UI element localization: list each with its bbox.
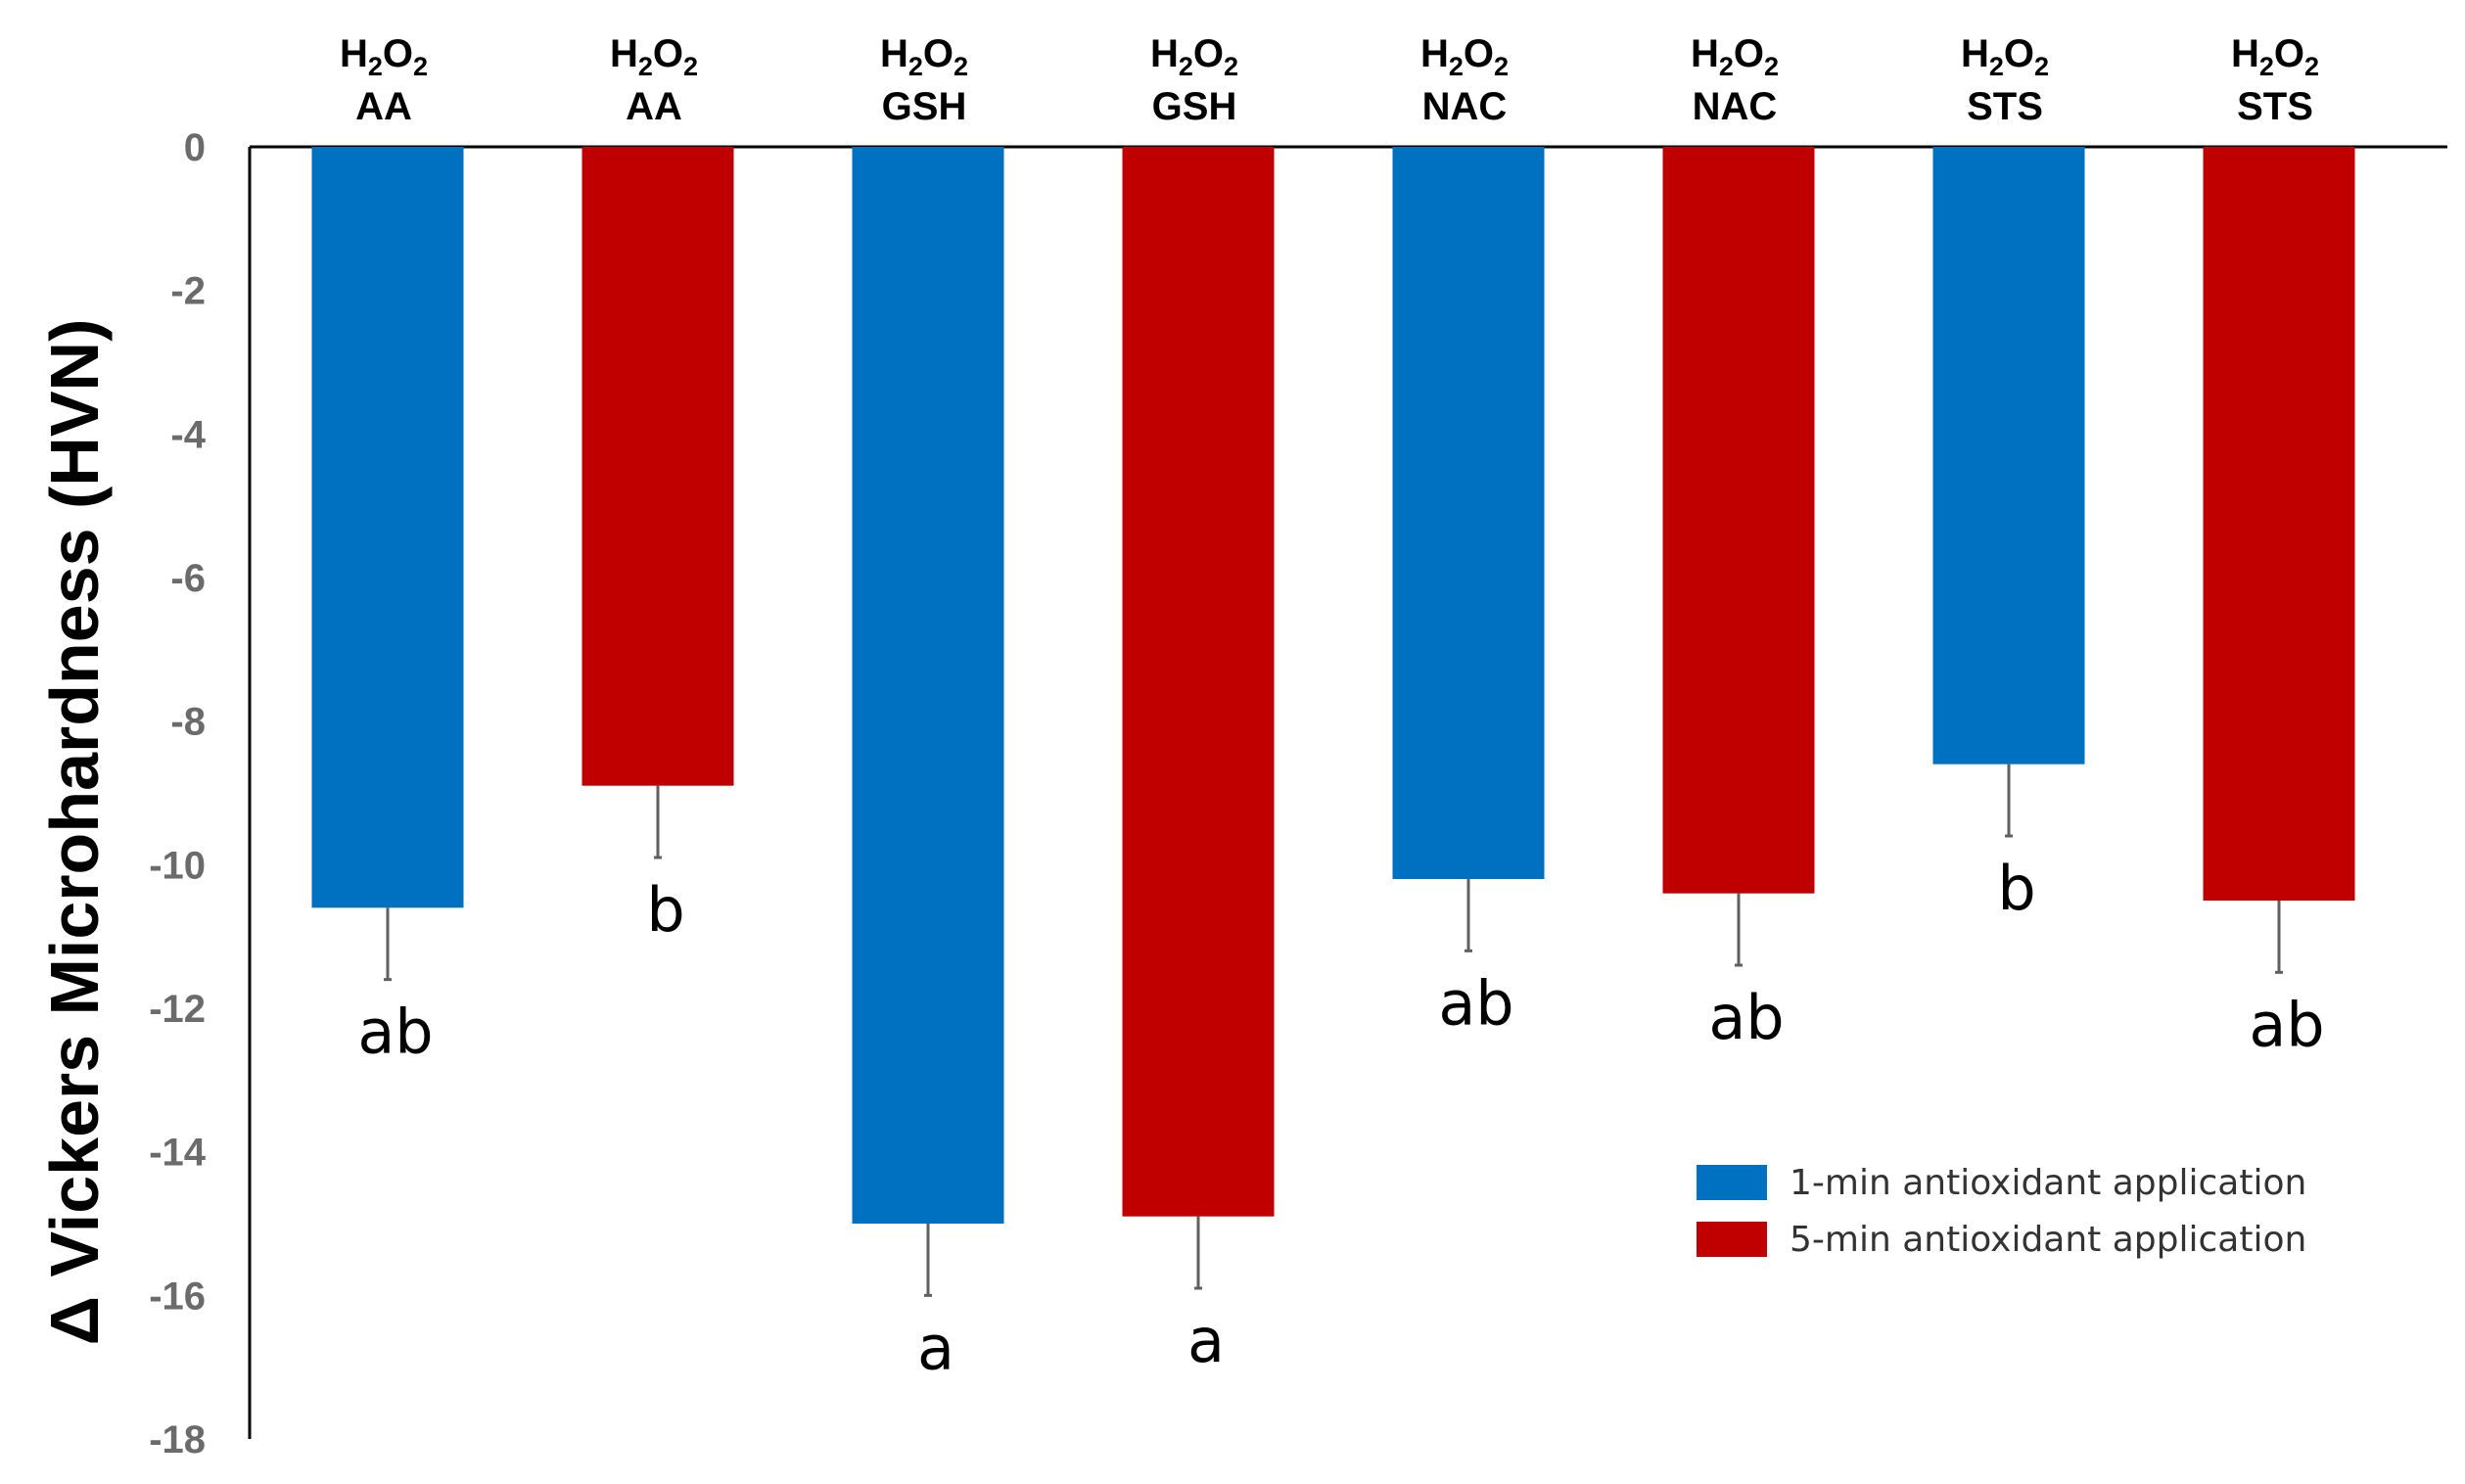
significance-label: b	[646, 874, 684, 946]
legend-label: 5-min antioxidant application	[1790, 1220, 2306, 1260]
significance-label: ab	[2249, 989, 2324, 1060]
y-axis: 0 -2 -4 -6 -8 -10 -12 -14 -16 -18	[149, 126, 2447, 1461]
category-label-top: H2O2	[610, 32, 698, 81]
category-label-top: H2O2	[1691, 32, 1779, 81]
significance-label: b	[1997, 853, 2035, 924]
category-label-bottom: AA	[355, 85, 412, 128]
y-tick-label: -10	[149, 844, 206, 887]
category-label-top: H2O2	[2231, 32, 2319, 81]
y-tick-label: -16	[149, 1275, 206, 1318]
y-tick-label: -6	[170, 557, 206, 600]
bar-gsh-1min	[852, 147, 1004, 1224]
significance-label: a	[917, 1312, 954, 1383]
bar-nac-5min	[1662, 147, 1815, 894]
category-label-top: H2O2	[1150, 32, 1238, 81]
y-tick-label: -2	[170, 270, 206, 313]
category-labels: H2O2AAH2O2AAH2O2GSHH2O2GSHH2O2NACH2O2NAC…	[340, 32, 2319, 128]
bar-gsh-5min	[1122, 147, 1275, 1217]
category-label-bottom: GSH	[1152, 85, 1237, 128]
bar-aa-1min	[311, 147, 464, 908]
category-label-bottom: STS	[1967, 85, 2043, 128]
bar-nac-1min	[1392, 147, 1545, 879]
error-bars	[384, 764, 2283, 1297]
y-tick-label: -8	[170, 701, 206, 744]
bar-sts-1min	[1932, 147, 2085, 765]
category-label-top: H2O2	[1961, 32, 2049, 81]
significance-label: ab	[1438, 967, 1513, 1039]
bar-sts-5min	[2203, 147, 2355, 901]
y-tick-label: 0	[184, 126, 206, 169]
y-tick-label: -14	[149, 1132, 207, 1175]
y-axis-label: Δ Vickers Microhardness (HVN)	[36, 319, 113, 1346]
significance-label: ab	[357, 997, 433, 1068]
bars	[311, 147, 2355, 1224]
category-label-top: H2O2	[1420, 32, 1509, 81]
significance-label: ab	[1708, 982, 1784, 1053]
bar-aa-5min	[581, 147, 734, 786]
legend-swatch	[1697, 1222, 1767, 1257]
significance-label: a	[1187, 1305, 1225, 1376]
category-label-top: H2O2	[880, 32, 968, 81]
y-tick-label: -12	[149, 988, 206, 1031]
y-tick-label: -18	[149, 1418, 206, 1461]
category-label-bottom: AA	[626, 85, 682, 128]
y-tick-label: -4	[170, 413, 206, 456]
legend: 1-min antioxidant application 5-min antio…	[1697, 1163, 2306, 1260]
significance-labels: ab b a a ab ab b ab	[357, 853, 2324, 1383]
category-label-bottom: NAC	[1422, 85, 1508, 128]
category-label-bottom: NAC	[1693, 85, 1778, 128]
legend-label: 1-min antioxidant application	[1790, 1163, 2306, 1203]
category-label-bottom: GSH	[882, 85, 967, 128]
category-label-bottom: STS	[2237, 85, 2313, 128]
legend-swatch	[1697, 1165, 1767, 1200]
category-label-top: H2O2	[340, 32, 428, 81]
